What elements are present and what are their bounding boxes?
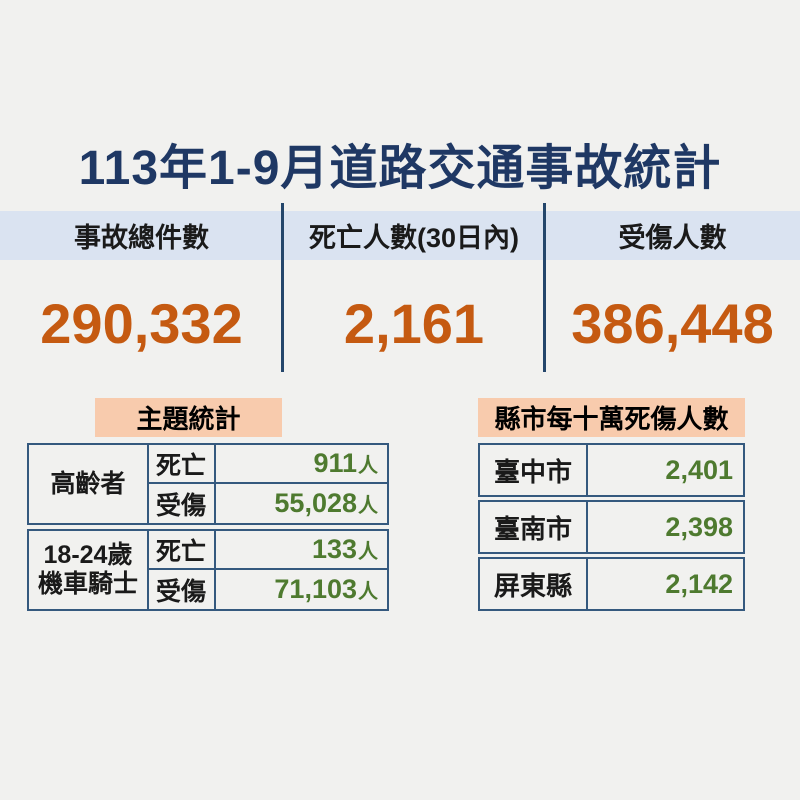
topic-section-header: 主題統計: [95, 398, 282, 437]
stat-unit: 人: [358, 495, 378, 517]
column-divider: [543, 203, 546, 372]
table-row-tainan: 臺南市 2,398: [478, 500, 745, 554]
stat-value: 911 人: [216, 445, 387, 484]
city-stats-table: 臺中市 2,401 臺南市 2,398 屏東縣 2,142: [478, 443, 745, 614]
table-row-group-elderly: 高齡者 死亡 911 人 受傷 55,028 人: [27, 443, 389, 525]
table-row-group-young-riders: 18-24歲 機車騎士 死亡 133 人 受傷 71,103 人: [27, 529, 389, 611]
summary-header-band: 事故總件數 死亡人數(30日內) 受傷人數: [0, 211, 800, 260]
city-value: 2,401: [665, 454, 733, 485]
group-label-line: 機車騎士: [37, 570, 138, 598]
stat-type-label: 死亡: [149, 531, 216, 570]
stat-number: 55,028: [274, 488, 357, 518]
stat-number: 133: [311, 534, 357, 564]
city-name: 臺中市: [480, 445, 588, 495]
stat-type-label: 受傷: [149, 484, 216, 523]
group-label: 18-24歲 機車騎士: [29, 531, 149, 609]
stat-unit: 人: [358, 541, 378, 563]
stat-number: 911: [313, 448, 357, 478]
table-row-pingtung: 屏東縣 2,142: [478, 557, 745, 611]
summary-value-total-accidents: 290,332: [40, 291, 243, 355]
column-divider: [281, 203, 284, 372]
topic-stats-table: 高齡者 死亡 911 人 受傷 55,028 人 18-24歲 機車騎士 死亡 13…: [27, 443, 389, 615]
stat-unit: 人: [358, 455, 378, 477]
summary-label-injuries: 受傷人數: [618, 223, 727, 253]
page-title: 113年1-9月道路交通事故統計: [78, 142, 722, 195]
group-label-line: 高齡者: [50, 469, 126, 498]
summary-values-row: 290,332 2,161 386,448: [0, 283, 800, 363]
stat-value: 55,028 人: [216, 484, 387, 523]
summary-value-deaths: 2,161: [343, 291, 485, 355]
table-row-taichung: 臺中市 2,401: [478, 443, 745, 497]
stat-type-label: 受傷: [149, 570, 216, 609]
summary-value-injuries: 386,448: [571, 291, 774, 355]
stat-value: 71,103 人: [216, 570, 387, 609]
stat-number: 71,103: [274, 574, 357, 604]
city-value: 2,142: [665, 568, 733, 599]
stat-type-label: 死亡: [149, 445, 216, 484]
city-name: 臺南市: [480, 502, 588, 552]
stat-value: 133 人: [216, 531, 387, 570]
city-value: 2,398: [665, 511, 733, 542]
summary-label-total-accidents: 事故總件數: [74, 223, 209, 253]
stat-unit: 人: [358, 581, 378, 603]
summary-label-deaths: 死亡人數(30日內): [308, 223, 519, 253]
group-label-line: 18-24歲: [43, 541, 133, 570]
city-section-header: 縣市每十萬死傷人數: [478, 398, 745, 437]
group-label: 高齡者: [29, 445, 149, 523]
city-name: 屏東縣: [480, 559, 588, 609]
